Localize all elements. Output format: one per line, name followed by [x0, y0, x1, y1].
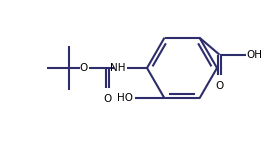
Text: O: O — [103, 94, 111, 104]
Text: O: O — [215, 81, 224, 91]
Text: O: O — [80, 63, 88, 73]
Text: HO: HO — [118, 93, 134, 103]
Text: NH: NH — [110, 63, 126, 73]
Text: OH: OH — [246, 50, 263, 60]
